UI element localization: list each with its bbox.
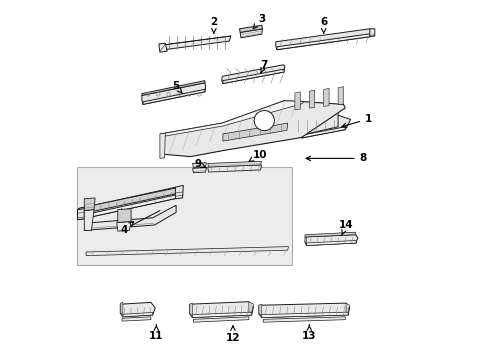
Text: 12: 12 (225, 326, 240, 343)
Polygon shape (305, 232, 355, 238)
Polygon shape (302, 127, 345, 138)
Bar (77, 167, 292, 265)
Polygon shape (261, 312, 347, 318)
Polygon shape (118, 209, 131, 222)
Polygon shape (142, 83, 205, 104)
Polygon shape (77, 209, 84, 220)
Polygon shape (161, 134, 163, 154)
Polygon shape (302, 112, 337, 135)
Polygon shape (306, 240, 355, 246)
Polygon shape (160, 133, 165, 158)
Polygon shape (263, 317, 345, 322)
Polygon shape (79, 194, 178, 220)
Polygon shape (323, 89, 328, 107)
Polygon shape (161, 101, 303, 137)
Polygon shape (240, 29, 262, 38)
Polygon shape (276, 34, 369, 50)
Polygon shape (189, 303, 192, 315)
Polygon shape (159, 43, 167, 52)
Polygon shape (207, 165, 261, 172)
Polygon shape (275, 29, 370, 50)
Polygon shape (189, 302, 253, 318)
Polygon shape (258, 303, 349, 318)
Polygon shape (192, 163, 206, 167)
Polygon shape (294, 92, 300, 110)
Polygon shape (120, 302, 122, 314)
Polygon shape (337, 87, 343, 105)
Polygon shape (290, 108, 292, 134)
Polygon shape (239, 25, 262, 32)
Polygon shape (117, 221, 131, 231)
Polygon shape (258, 304, 261, 315)
Polygon shape (120, 302, 155, 317)
Text: 2: 2 (210, 17, 217, 33)
Polygon shape (77, 187, 179, 220)
Polygon shape (164, 36, 230, 50)
Text: 6: 6 (320, 17, 326, 33)
Polygon shape (223, 123, 287, 141)
Polygon shape (193, 317, 248, 322)
Polygon shape (192, 167, 206, 173)
Polygon shape (346, 303, 349, 312)
Polygon shape (207, 161, 261, 167)
Polygon shape (290, 108, 302, 119)
Polygon shape (222, 65, 284, 84)
Polygon shape (80, 188, 176, 214)
Polygon shape (309, 90, 314, 108)
Polygon shape (175, 185, 183, 199)
Polygon shape (161, 101, 345, 157)
Polygon shape (84, 198, 95, 211)
Text: 11: 11 (149, 325, 163, 341)
Text: 8: 8 (305, 153, 366, 163)
Text: 7: 7 (260, 60, 267, 73)
Text: 3: 3 (253, 14, 265, 29)
Text: 4: 4 (120, 222, 133, 235)
Polygon shape (122, 317, 151, 321)
Text: 14: 14 (338, 220, 353, 235)
Polygon shape (305, 237, 306, 243)
Text: 10: 10 (248, 150, 266, 161)
Polygon shape (369, 29, 374, 37)
Polygon shape (84, 205, 176, 230)
Circle shape (254, 111, 274, 131)
Polygon shape (290, 108, 294, 134)
Polygon shape (248, 302, 253, 312)
Polygon shape (192, 312, 251, 318)
Polygon shape (84, 210, 94, 230)
Text: 13: 13 (302, 325, 316, 341)
Polygon shape (223, 69, 284, 84)
Polygon shape (142, 89, 204, 104)
Polygon shape (86, 247, 288, 256)
Text: 5: 5 (172, 81, 182, 94)
Polygon shape (305, 235, 357, 246)
Text: 1: 1 (341, 114, 371, 127)
Polygon shape (142, 81, 204, 95)
Polygon shape (122, 312, 152, 317)
Polygon shape (290, 115, 350, 138)
Text: 9: 9 (194, 159, 206, 169)
